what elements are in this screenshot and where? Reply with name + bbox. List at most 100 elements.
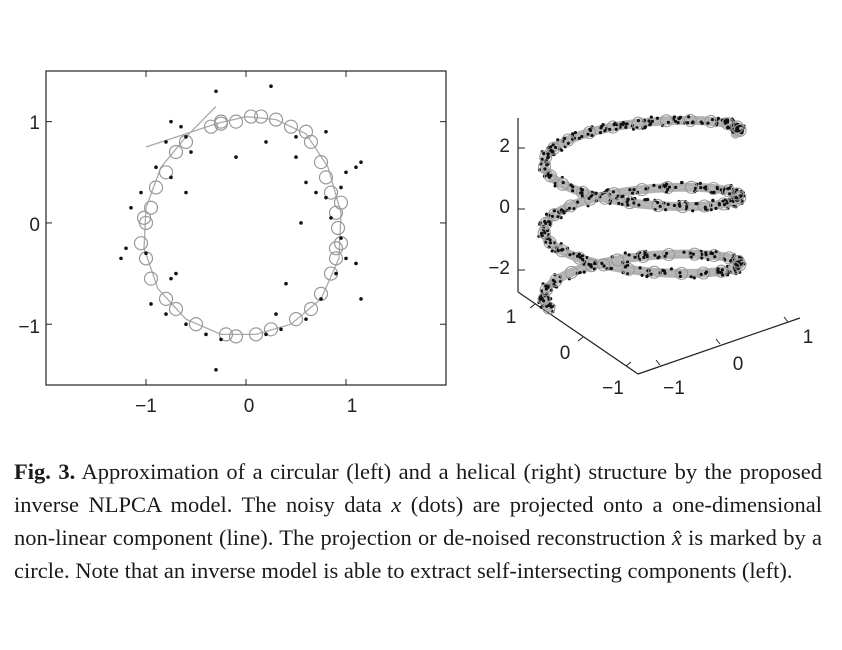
right-data-dot-176: [645, 253, 649, 257]
right-data-dot-73: [663, 254, 667, 258]
right-data-dot-171: [580, 254, 584, 258]
right-data-dot-89: [630, 191, 635, 195]
right-data-dot-384: [688, 251, 692, 255]
right-reconstruction-circle-7: [636, 249, 650, 263]
right-data-dot-85: [700, 121, 704, 125]
right-data-dot-422: [575, 254, 580, 258]
right-reconstruction-circle-2: [539, 283, 553, 297]
right-reconstruction-circle-45: [556, 177, 570, 191]
right-data-dot-241: [543, 231, 547, 235]
right-ztick-label-2: −2: [488, 258, 510, 279]
left-reconstruction-circle-15: [143, 271, 159, 286]
right-data-dot-332: [589, 194, 593, 198]
left-data-dot-40: [304, 180, 308, 185]
left-reconstruction-circle-6: [203, 119, 219, 134]
right-reconstruction-circle-59: [733, 123, 747, 137]
left-data-dot-17: [174, 271, 178, 276]
right-data-dot-414: [721, 199, 725, 203]
right-data-dot-448: [576, 200, 580, 204]
right-data-dot-20: [602, 264, 606, 268]
right-data-dot-201: [556, 248, 560, 253]
right-reconstruction-circle-20: [597, 258, 611, 272]
right-data-dot-308: [669, 267, 673, 271]
right-data-dot-411: [559, 248, 564, 252]
right-data-dot-27: [624, 125, 628, 129]
right-data-dot-352: [578, 255, 582, 259]
left-data-dot-47: [274, 312, 278, 316]
right-data-dot-410: [715, 185, 719, 190]
right-ytick-mark-0: [655, 359, 661, 366]
right-data-dot-55: [640, 273, 644, 277]
right-data-dot-479: [544, 212, 549, 216]
right-data-dot-375: [685, 205, 689, 209]
right-data-dot-320: [691, 120, 695, 124]
right-reconstruction-circle-42: [623, 196, 637, 210]
right-data-dot-103: [554, 145, 558, 150]
left-data-dot-26: [279, 327, 283, 332]
right-data-dot-381: [666, 202, 670, 206]
right-reconstruction-circle-48: [539, 150, 553, 164]
left-data-dot-39: [294, 155, 298, 159]
right-data-dot-25: [720, 268, 724, 272]
right-data-dot-330: [686, 121, 690, 125]
right-data-dot-162: [699, 186, 703, 190]
caption-text-part-1: Approximation of a circular (left) and a…: [14, 459, 822, 517]
right-data-dot-264: [625, 200, 629, 204]
right-reconstruction-circle-21: [572, 251, 587, 265]
right-reconstruction-circle-56: [704, 114, 718, 128]
left-data-dot-31: [354, 261, 358, 266]
right-data-dot-314: [560, 148, 564, 152]
right-data-dot-318: [573, 131, 577, 135]
right-reconstruction-circle-16: [696, 266, 711, 280]
right-xtick-label-2: −1: [602, 378, 624, 399]
right-data-dot-388: [632, 188, 636, 192]
left-xtick-label-0: −1: [135, 396, 157, 417]
right-data-dot-364: [728, 192, 732, 196]
right-data-dot-268: [589, 265, 593, 269]
right-data-dot-416: [544, 240, 548, 244]
right-data-dot-496: [662, 269, 666, 273]
right-data-dot-334: [636, 119, 640, 123]
right-xtick-mark-2: [625, 361, 632, 367]
right-ztick-label-0: 2: [499, 136, 510, 157]
left-reconstruction-circle-16: [158, 291, 174, 307]
right-data-dot-61: [674, 185, 678, 189]
left-data-dot-30: [344, 256, 348, 261]
right-reconstruction-circle-53: [631, 116, 645, 130]
right-reconstruction-circle-32: [684, 180, 698, 194]
right-data-dot-395: [716, 267, 720, 271]
left-data-dot-32: [359, 297, 363, 301]
left-reconstruction-circle-37: [328, 241, 344, 256]
right-data-dot-15: [652, 183, 656, 187]
right-reconstruction-circle-19: [621, 262, 636, 276]
right-data-dot-498: [611, 190, 615, 194]
right-data-dot-222: [632, 201, 636, 205]
right-reconstruction-circle-38: [716, 197, 730, 211]
right-data-dot-478: [734, 196, 738, 200]
left-reconstruction-circle-4: [283, 119, 299, 134]
left-reconstruction-circle-8: [168, 144, 184, 160]
right-data-dot-405: [637, 203, 641, 207]
left-data-dot-45: [339, 236, 343, 240]
left-reconstruction-circle-13: [133, 236, 149, 251]
right-data-dot-429: [601, 123, 605, 127]
right-data-dot-379: [656, 256, 660, 260]
right-reconstruction-circle-57: [721, 117, 735, 131]
right-data-dot-403: [656, 200, 660, 205]
right-data-dot-22: [608, 127, 612, 131]
left-data-dot-18: [169, 276, 173, 281]
left-ytick-label-0: 1: [29, 113, 40, 134]
right-data-dot-118: [666, 120, 670, 124]
left-component-curve: [143, 106, 342, 336]
right-data-dot-151: [664, 208, 668, 212]
right-data-dot-396: [571, 185, 575, 189]
right-data-dot-344: [709, 208, 713, 212]
right-data-dot-71: [623, 251, 627, 255]
right-data-dot-184: [594, 191, 598, 195]
left-ytick-label-2: −1: [18, 317, 40, 338]
right-data-dot-4: [549, 145, 553, 149]
right-data-dot-293: [735, 188, 739, 192]
right-data-dot-489: [627, 253, 631, 257]
right-data-dot-325: [603, 129, 607, 133]
right-plot-axes: [517, 118, 801, 375]
